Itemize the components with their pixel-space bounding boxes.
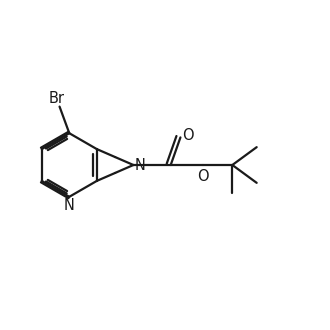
Text: Br: Br xyxy=(48,91,64,106)
Text: N: N xyxy=(135,157,146,173)
Text: N: N xyxy=(64,198,75,214)
Text: O: O xyxy=(182,128,193,143)
Text: O: O xyxy=(197,169,209,184)
